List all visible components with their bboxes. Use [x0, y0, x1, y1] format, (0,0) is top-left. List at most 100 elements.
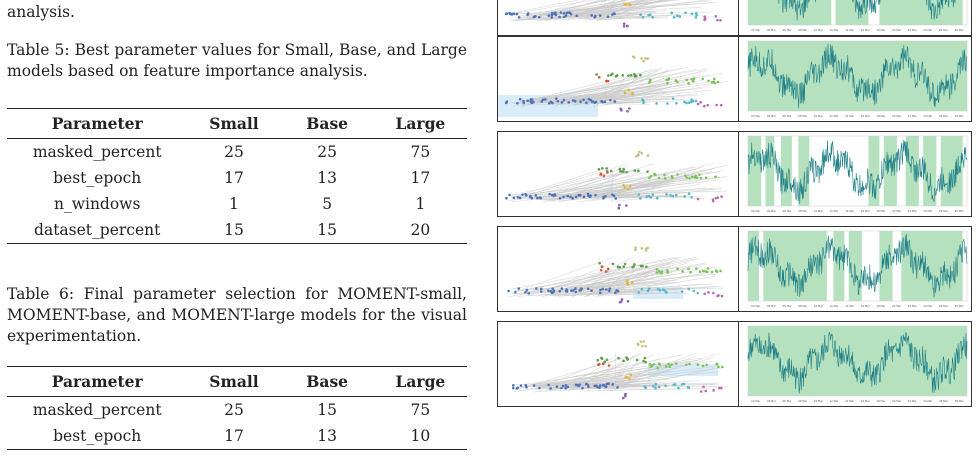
graph-node	[634, 246, 637, 249]
graph-edge	[573, 81, 728, 103]
x-tick-label: 14 Mar	[845, 114, 855, 118]
graph-node	[720, 294, 724, 298]
graph-node	[512, 196, 516, 199]
table-cell: n_windows	[53, 195, 141, 213]
table5-caption: Table 5: Best parameter values for Small…	[7, 41, 467, 80]
graph-node	[698, 173, 701, 176]
graph-node	[604, 195, 607, 198]
graph-node	[667, 77, 671, 80]
graph-edge	[599, 366, 669, 389]
graph-edge	[529, 257, 675, 290]
anomaly-highlight-band	[780, 136, 792, 206]
x-tick-label: 02 Mar	[751, 209, 761, 213]
graph-node	[524, 383, 528, 387]
graph-node	[579, 100, 582, 104]
graph-node	[636, 153, 640, 156]
graph-edge	[577, 265, 671, 295]
graph-node	[664, 365, 668, 368]
graph-node	[576, 383, 579, 387]
graph-edge	[511, 0, 596, 15]
graph-node	[590, 289, 593, 292]
graph-node	[651, 193, 655, 196]
graph-node	[517, 287, 521, 290]
graph-node	[575, 14, 579, 18]
x-tick-label: 14 Mar	[845, 28, 855, 32]
graph-node	[539, 196, 542, 200]
graph-node	[644, 57, 647, 60]
graph-node	[628, 107, 631, 110]
graph-node	[663, 177, 667, 180]
graph-node	[607, 74, 610, 77]
graph-node	[623, 91, 627, 95]
graph-node	[657, 176, 661, 180]
table-cell: 17	[410, 169, 431, 187]
table5: Parameter Small Base Large masked_percen…	[7, 108, 467, 244]
graph-node	[606, 79, 610, 83]
x-tick-label: 04 Mar	[767, 399, 777, 403]
graph-node	[676, 173, 679, 176]
graph-node	[632, 55, 635, 58]
graph-svg	[507, 246, 724, 304]
graph-edge	[587, 272, 648, 297]
graph-node	[685, 363, 688, 366]
graph-node	[571, 99, 575, 102]
graph-edge	[516, 7, 702, 17]
graph-node	[649, 196, 653, 199]
graph-edge	[511, 256, 615, 294]
graph-node	[611, 262, 615, 266]
graph-node	[603, 360, 607, 364]
graph-node	[646, 170, 649, 173]
graph-node	[680, 290, 684, 293]
x-tick-label: 26 Mar	[939, 399, 949, 403]
graph-node	[655, 271, 659, 274]
x-tick-label: 06 Mar	[783, 304, 793, 308]
graph-node	[619, 107, 623, 111]
graph-node	[655, 102, 658, 105]
graph-node	[656, 287, 660, 291]
graph-node	[720, 195, 723, 198]
anomaly-highlight-band	[748, 326, 967, 396]
graph-node	[607, 364, 611, 367]
y-tick-mark: ·	[740, 40, 741, 44]
graph-node	[694, 99, 698, 103]
y-tick-mark: ·	[740, 181, 741, 185]
x-tick-label: 22 Mar	[908, 209, 918, 213]
graph-node	[522, 99, 525, 103]
x-tick-label: 02 Mar	[751, 114, 761, 118]
graph-node	[687, 192, 691, 196]
graph-node	[614, 197, 618, 200]
x-tick-label: 12 Mar	[830, 114, 840, 118]
graph-node	[624, 394, 627, 398]
graph-node	[594, 193, 597, 197]
graph-node	[596, 385, 599, 389]
y-tick-mark: ·	[740, 158, 741, 162]
graph-node	[659, 271, 663, 275]
graph-node	[547, 289, 550, 292]
graph-node	[614, 291, 617, 295]
graph-edge	[548, 370, 672, 391]
graph-node	[599, 384, 602, 387]
graph-node	[670, 363, 673, 366]
graph-node	[625, 375, 629, 379]
graph-node	[717, 365, 720, 369]
graph-edge	[560, 0, 646, 18]
graph-node	[574, 195, 578, 199]
graph-node	[629, 73, 633, 77]
graph-node	[704, 176, 708, 179]
graph-node	[714, 196, 718, 200]
x-tick-label: 08 Mar	[798, 114, 808, 118]
graph-node	[561, 384, 565, 388]
graph-node	[620, 298, 624, 301]
graph-edge	[605, 272, 708, 290]
graph-node	[629, 373, 633, 377]
graph-node	[537, 15, 541, 19]
graph-node	[612, 194, 616, 198]
graph-edge	[598, 100, 697, 104]
graph-node	[511, 386, 515, 390]
graph-node	[655, 196, 659, 200]
table6-header-large: Large	[373, 366, 467, 397]
graph-node	[612, 12, 616, 15]
